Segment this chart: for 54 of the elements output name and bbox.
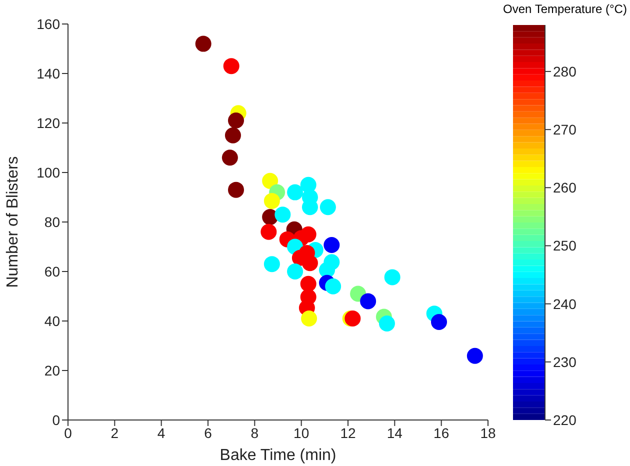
x-tick-label: 10 bbox=[294, 424, 310, 441]
color-bar-label: 260 bbox=[553, 180, 577, 196]
y-tick-label: 0 bbox=[52, 412, 60, 428]
color-bar-label: 280 bbox=[553, 63, 577, 80]
x-tick-label: 0 bbox=[64, 424, 72, 441]
point bbox=[274, 206, 291, 223]
point bbox=[287, 184, 304, 200]
x-tick-label: 18 bbox=[480, 424, 496, 441]
y-tick-label: 20 bbox=[44, 362, 60, 378]
point bbox=[222, 150, 238, 166]
x-axis-title: Bake Time (min) bbox=[220, 447, 336, 464]
point bbox=[466, 348, 483, 364]
point bbox=[223, 58, 240, 74]
point bbox=[325, 278, 342, 294]
y-tick-label: 140 bbox=[36, 65, 60, 82]
x-tick-label: 12 bbox=[340, 424, 356, 441]
y-tick-label: 80 bbox=[44, 214, 60, 230]
color-bar-label: 230 bbox=[553, 354, 577, 370]
y-axis-title: Number of Blisters bbox=[4, 156, 22, 288]
x-tick-label: 6 bbox=[204, 424, 212, 441]
y-tick-label: 100 bbox=[36, 164, 60, 180]
x-tick-label: 2 bbox=[110, 424, 119, 441]
point bbox=[302, 255, 318, 272]
point bbox=[287, 264, 304, 280]
point bbox=[262, 172, 278, 189]
color-bar-label: 220 bbox=[553, 412, 577, 428]
point bbox=[320, 199, 336, 216]
point bbox=[360, 293, 376, 310]
x-tick-label: 8 bbox=[250, 424, 259, 441]
point bbox=[301, 310, 318, 327]
x-tick-label: 14 bbox=[386, 424, 403, 441]
point bbox=[324, 237, 340, 254]
y-tick-label: 40 bbox=[44, 312, 60, 329]
point bbox=[224, 127, 241, 144]
point bbox=[264, 192, 280, 209]
y-tick-label: 160 bbox=[36, 16, 60, 32]
color-bar-label: 250 bbox=[553, 238, 577, 254]
y-tick-label: 60 bbox=[44, 263, 60, 280]
point bbox=[264, 256, 280, 272]
y-tick-label: 120 bbox=[36, 114, 60, 131]
point bbox=[260, 224, 277, 240]
point bbox=[300, 276, 316, 292]
color-bar-label: 270 bbox=[553, 122, 577, 138]
x-tick-label: 16 bbox=[434, 424, 450, 441]
point bbox=[228, 112, 244, 129]
point bbox=[384, 269, 400, 286]
point bbox=[431, 314, 447, 330]
color-bar-title: Oven Temperature (°C) bbox=[502, 2, 628, 16]
point bbox=[195, 36, 212, 52]
point bbox=[319, 262, 335, 278]
point bbox=[228, 182, 244, 198]
color-bar-label: 240 bbox=[553, 296, 577, 312]
x-tick-label: 4 bbox=[157, 424, 166, 441]
point bbox=[378, 315, 395, 332]
